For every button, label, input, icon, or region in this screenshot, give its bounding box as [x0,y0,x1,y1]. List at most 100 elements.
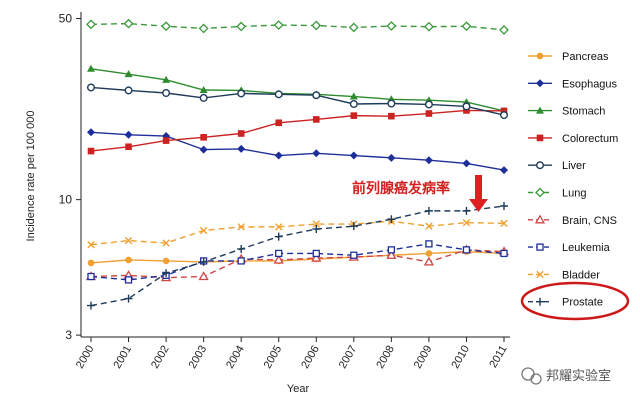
y-axis-label: Incidence rate per 100 000 [25,111,37,242]
point-liver-2001 [124,86,133,95]
point-colorectum-2008 [388,112,395,120]
point-lung-2011 [499,24,509,35]
x-tick-label-2008: 2008 [374,344,397,371]
point-liver-2003 [199,93,208,102]
point-stomach-2000 [87,64,95,72]
legend-label: Esophagus [562,78,618,90]
x-axis-label: Year [287,383,310,395]
series-line-pancreas [90,250,505,264]
series-line-brain-cns [90,249,505,279]
point-colorectum-2005 [275,119,283,127]
point-leukemia-2009 [425,240,433,248]
annotation-arrow [469,175,488,212]
legend-swatch-marker [536,52,544,60]
point-colorectum-2011 [500,107,508,115]
point-prostate-2000 [87,301,95,310]
point-colorectum-2007 [350,112,358,119]
x-tick-label-2009: 2009 [412,344,435,371]
series-line-esophagus [90,131,505,171]
point-brain-cns-2003 [198,271,209,281]
point-leukemia-2006 [312,249,320,258]
legend-label: Pancreas [562,51,609,63]
legend-item-prostate: Prostate [528,297,603,309]
point-prostate-2007 [349,222,358,231]
series-brain-cns [85,244,510,282]
series-prostate [87,202,508,310]
x-tick-label-2003: 2003 [187,344,210,371]
series-line-leukemia [90,243,505,281]
series-line-colorectum [90,109,505,152]
point-lung-2007 [348,22,359,33]
point-bladder-2006 [312,220,320,228]
point-colorectum-2002 [162,137,170,144]
annotation-text: 前列腺癌发病率 [352,180,450,197]
legend-item-liver: Liver [528,160,586,172]
point-lung-2000 [86,19,96,30]
point-prostate-2008 [387,215,396,224]
point-leukemia-2007 [350,251,358,259]
point-colorectum-2004 [237,130,245,137]
point-colorectum-2000 [87,147,95,155]
legend-label: Leukemia [562,242,611,254]
point-lung-2002 [161,21,172,32]
legend-swatch-marker [536,297,544,306]
point-leukemia-2000 [87,272,95,281]
legend-item-pancreas: Pancreas [528,51,609,63]
point-leukemia-2010 [462,246,471,254]
x-tick-label-2004: 2004 [224,344,247,371]
point-lung-2004 [236,21,247,32]
point-brain-cns-2008 [386,249,397,259]
legend-swatch-marker [536,161,545,170]
point-colorectum-2010 [463,107,470,114]
point-bladder-2010 [462,218,471,227]
point-bladder-2001 [124,236,133,245]
series-esophagus [87,128,508,175]
legend-label: Prostate [562,297,603,309]
y-ticks: 50 10 3 [59,12,81,342]
point-prostate-2004 [237,244,246,253]
series-stomach [87,64,508,114]
point-esophagus-2004 [237,144,246,153]
point-lung-2010 [461,21,472,32]
x-tick-label-2001: 2001 [112,344,135,371]
point-pancreas-2001 [125,256,132,264]
legend-swatch-marker [534,214,546,224]
point-pancreas-2009 [425,250,433,257]
point-prostate-2002 [162,269,171,278]
legend-item-stomach: Stomach [528,106,605,118]
legend-item-brain-cns: Brain, CNS [528,214,617,227]
point-brain-cns-2009 [423,256,435,266]
prostate-highlight-ellipse [520,281,630,321]
legend-swatch-marker [536,270,544,279]
point-prostate-2006 [312,225,321,234]
point-esophagus-2009 [424,156,433,165]
point-brain-cns-2006 [311,252,322,262]
point-leukemia-2011 [500,249,508,258]
point-stomach-2003 [199,85,208,93]
point-lung-2005 [273,20,284,30]
point-liver-2004 [237,89,246,98]
x-tick-label-2000: 2000 [74,344,97,371]
y-tick-label-50: 50 [59,12,73,26]
x-tick-label-2002: 2002 [149,344,172,371]
series-line-lung [90,22,505,31]
point-esophagus-2003 [199,145,208,154]
point-prostate-2001 [124,294,133,303]
point-liver-2007 [349,99,358,108]
series-lung [86,18,509,35]
point-liver-2009 [424,100,433,109]
point-prostate-2009 [424,206,433,215]
point-colorectum-2001 [125,143,132,151]
legend-label: Colorectum [562,133,618,145]
series-layer [85,18,510,310]
legend-swatch-marker [536,243,544,251]
point-colorectum-2003 [200,134,207,141]
point-bladder-2000 [87,241,95,249]
point-lung-2001 [123,18,134,29]
legend-label: Liver [562,160,586,172]
point-esophagus-2001 [124,130,133,139]
point-bladder-2002 [162,239,170,247]
point-prostate-2010 [462,206,471,215]
watermark: 邦耀实验室 [521,367,611,385]
point-lung-2009 [423,21,434,32]
